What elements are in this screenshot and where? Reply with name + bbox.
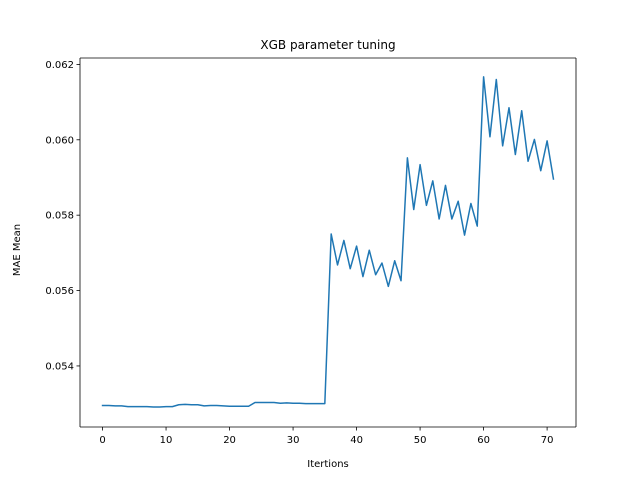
y-axis-label: MAE Mean: [12, 224, 23, 276]
x-tick-label: 70: [541, 435, 554, 446]
y-tick-label: 0.056: [45, 286, 74, 297]
y-tick-label: 0.062: [45, 60, 74, 71]
x-tick-label: 10: [160, 435, 173, 446]
x-tick-label: 30: [287, 435, 300, 446]
y-axis: 0.054 0.056 0.058 0.060 0.062: [45, 60, 80, 372]
y-tick-label: 0.054: [45, 361, 74, 372]
x-tick-label: 50: [414, 435, 427, 446]
series-line-0: [101, 76, 555, 408]
plot-background: [80, 58, 576, 427]
x-axis-label: Itertions: [307, 459, 349, 470]
x-axis: 0 10 20 30 40 50 60 70: [99, 427, 553, 446]
y-tick-label: 0.058: [45, 211, 74, 222]
plot-area: [79, 57, 577, 428]
x-tick-label: 60: [477, 435, 490, 446]
x-tick-label: 0: [99, 435, 105, 446]
x-tick-label: 40: [350, 435, 363, 446]
chart-title: XGB parameter tuning: [260, 38, 395, 52]
y-tick-label: 0.060: [45, 135, 74, 146]
x-tick-label: 20: [223, 435, 236, 446]
